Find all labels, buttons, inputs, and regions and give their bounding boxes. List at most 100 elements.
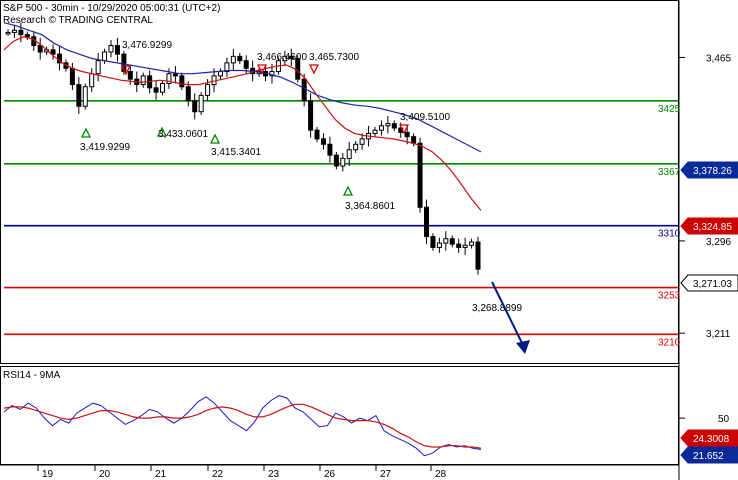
x-tick-label: 22 — [212, 469, 224, 480]
candle-body — [443, 238, 449, 244]
candle-body — [385, 123, 391, 127]
candle-body — [456, 243, 462, 248]
candle-body — [224, 62, 230, 73]
rsi-line — [3, 395, 482, 457]
candle-body — [404, 131, 410, 138]
price-panel-frame — [0, 0, 679, 364]
price-annotations: 3,476.9299 3,466.4600 3,465.7300 3,409.5100… — [80, 40, 522, 314]
price-annotation: 3,476.9299 — [122, 40, 172, 51]
candle-body — [89, 73, 95, 88]
price-annotation: 3,419.9299 — [80, 142, 130, 153]
candle-body — [24, 34, 30, 38]
price-tag-label: 3,324.85 — [693, 222, 732, 233]
y-tick-label: 3,465 — [706, 53, 731, 64]
price-tags: 3,378.26 3,324.85 3,271.03 24.3008 21.652 — [680, 161, 738, 464]
x-tick-label: 19 — [42, 469, 54, 480]
price-annotation: 3,364.8601 — [345, 201, 395, 212]
candle-body — [359, 138, 365, 145]
candle-body — [333, 154, 339, 167]
price-tag-box — [680, 446, 738, 464]
candle-body — [327, 143, 333, 156]
price-tag-box — [680, 274, 738, 292]
candle-body — [172, 73, 178, 77]
candle-body — [179, 75, 185, 88]
candle-body — [314, 129, 320, 140]
x-tick-label: 21 — [155, 469, 167, 480]
swing-low-marker — [156, 126, 168, 137]
swing-markers — [80, 64, 410, 196]
x-tick-label: 28 — [435, 469, 447, 480]
candle-body — [301, 78, 307, 102]
candle-body — [230, 55, 236, 64]
candle-body — [102, 51, 108, 62]
candle-body — [378, 125, 384, 131]
candle-body — [50, 49, 56, 55]
x-tick-label: 23 — [268, 469, 280, 480]
price-annotation: 3,268.8899 — [472, 303, 522, 314]
y-axis: 3,465 3,296 3,211 50 — [679, 53, 731, 425]
candle-body — [436, 242, 442, 248]
candle-body — [153, 87, 159, 93]
forecast-arrow — [491, 281, 530, 354]
price-tag-box — [680, 161, 738, 179]
price-annotation: 3,465.7300 — [309, 52, 359, 63]
chart-title: S&P 500 - 30min - 10/29/2020 05:00:31 (U… — [3, 3, 220, 14]
candle-body — [449, 238, 455, 245]
price-tag-label: 24.3008 — [693, 434, 730, 445]
swing-low-marker — [209, 133, 221, 144]
level-label: 3210 — [658, 337, 681, 348]
level-label: 3253 — [658, 291, 681, 302]
candle-body — [372, 129, 378, 134]
swing-high-marker — [398, 124, 410, 135]
level-label: 3367 — [658, 167, 681, 178]
level-label: 3310 — [658, 229, 681, 240]
rsi-label: RSI14 - 9MA — [3, 370, 61, 381]
price-annotation: 3,409.5100 — [400, 112, 450, 123]
candle-body — [95, 60, 101, 75]
candle-body — [108, 44, 114, 53]
candle-body — [140, 75, 146, 86]
candle-body — [82, 86, 88, 107]
y-tick-label: 3,296 — [706, 237, 731, 248]
ma-fast-line — [3, 36, 482, 211]
price-tag-label: 21.652 — [693, 451, 724, 462]
candle-body — [205, 84, 211, 96]
swing-high-marker — [308, 64, 320, 75]
candle-body — [127, 71, 133, 80]
candle-body — [340, 157, 346, 167]
candle-body — [288, 55, 294, 60]
price-annotation: 3,433.0601 — [158, 129, 208, 140]
price-tag-label: 3,271.03 — [693, 279, 732, 290]
candle-body — [114, 44, 120, 55]
arrow-head — [516, 340, 530, 354]
price-tag-box — [680, 429, 738, 447]
candle-body — [192, 100, 198, 113]
candle-body — [469, 241, 475, 246]
x-tick-label: 26 — [324, 469, 336, 480]
rsi-ma-line — [3, 403, 482, 449]
candle-body — [353, 143, 359, 151]
swing-low-marker — [342, 185, 354, 196]
rsi-lines — [3, 395, 482, 457]
candle-body — [391, 123, 397, 129]
candle-body — [121, 53, 127, 73]
candle-body — [243, 60, 249, 69]
swing-high-marker — [120, 65, 132, 76]
price-annotation: 3,415.3401 — [211, 147, 261, 158]
swing-low-marker — [80, 127, 92, 138]
candle-body — [198, 94, 204, 113]
ma-slow-line — [3, 22, 482, 153]
candle-body — [308, 100, 314, 131]
y-tick-label: 3,211 — [706, 329, 731, 340]
candle-body — [411, 136, 417, 144]
price-tag-box — [680, 217, 738, 235]
candle-body — [11, 29, 17, 33]
candle-body — [37, 44, 43, 53]
x-axis: 19 20 21 22 23 26 27 28 — [0, 464, 679, 480]
candle-body — [217, 71, 223, 77]
rsi-y-tick-label: 50 — [718, 414, 730, 425]
candle-body — [430, 236, 436, 248]
x-tick-label: 20 — [99, 469, 111, 480]
candle-body — [423, 206, 429, 238]
